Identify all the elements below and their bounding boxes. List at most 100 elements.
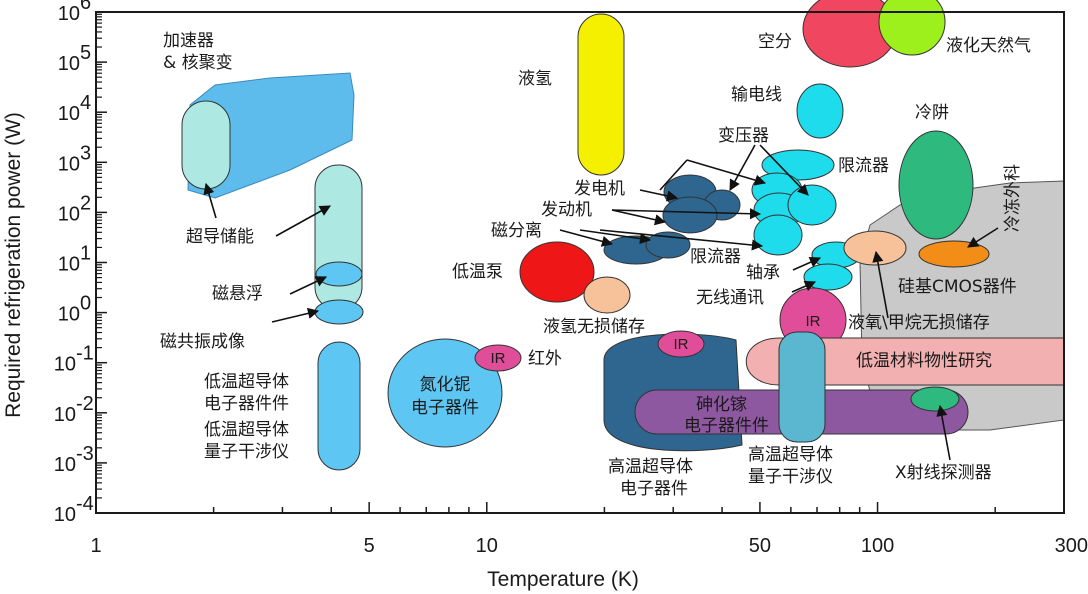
y-tick-exponent: 1	[80, 243, 91, 265]
ir-left	[474, 344, 522, 372]
cryopump-region	[519, 241, 595, 303]
y-tick-label: 10	[58, 53, 80, 75]
label-lts-electronics-2: 电子器件件	[204, 394, 289, 414]
label-magsep: 磁分离	[491, 221, 542, 241]
label-hts-electronics-2: 电子器件	[620, 479, 688, 499]
niobium-nitride-region	[387, 338, 503, 448]
label-power-line: 输电线	[731, 85, 782, 105]
lts-electronics-region	[317, 341, 361, 471]
cold-trap-region	[898, 130, 974, 240]
label-gaas: 砷化镓	[696, 395, 747, 415]
label-lng: 液化天然气	[946, 36, 1031, 56]
transformer-1	[761, 149, 835, 181]
arrow-motor-2	[611, 208, 762, 220]
y-tick-label: 10	[58, 153, 80, 175]
y-tick-exponent: -2	[76, 393, 94, 415]
label-nbn-2: 电子器件	[411, 398, 479, 418]
y-tick-label: 10	[54, 454, 76, 476]
arrow-fcl	[599, 229, 764, 251]
label-motor: 发动机	[541, 200, 592, 220]
label-maglev: 磁悬浮	[212, 284, 263, 304]
lh2-storage-region	[583, 276, 631, 314]
fcl-3	[787, 184, 837, 226]
label-accelerator-2: & 核聚变	[163, 53, 233, 73]
label-smes: 超导储能	[186, 227, 254, 247]
maglev-region	[314, 164, 363, 311]
label-lts-electronics: 低温超导体	[204, 372, 289, 392]
lng-region	[878, 0, 946, 56]
arrow-layer	[203, 144, 999, 461]
label-fcl-right: 限流器	[838, 156, 889, 176]
label-xray: X射线探测器	[895, 463, 992, 483]
arrow-maglev-inner	[289, 276, 328, 295]
label-lh2-storage: 液氢无损储存	[543, 317, 645, 337]
label-materials-research: 低温材料物性研究	[856, 351, 992, 371]
label-cryopump: 低温泵	[452, 262, 503, 282]
arrow-maglev	[275, 205, 331, 237]
label-transformer: 变压器	[718, 126, 769, 146]
x-tick-label: 1	[90, 535, 101, 557]
wireless-region	[803, 263, 853, 291]
arrow-cryosurgery	[967, 227, 999, 248]
y-tick-label: 10	[54, 404, 76, 426]
y-tick-label: 10	[58, 103, 80, 125]
arrow-generator-2	[659, 159, 688, 191]
y-tick-exponent: 2	[80, 192, 91, 214]
arrow-smes	[203, 182, 217, 219]
y-tick-label: 10	[58, 3, 80, 25]
label-nbn: 氮化铌	[420, 375, 471, 395]
y-tick-exponent: -4	[76, 493, 94, 515]
label-accelerator: 加速器	[163, 31, 214, 51]
arrow-mri	[271, 307, 320, 323]
label-hts-electronics: 高温超导体	[608, 457, 693, 477]
label-lh2: 液氢	[518, 69, 552, 89]
y-axis-title: Required refrigeration power (W)	[2, 112, 25, 418]
y-tick-label: 10	[58, 254, 80, 276]
label-hts-squid: 高温超导体	[748, 445, 833, 465]
label-generator: 发电机	[574, 179, 625, 199]
hts-squid-region	[778, 331, 826, 443]
y-tick-label: 10	[54, 354, 76, 376]
materials-research-region	[745, 337, 1065, 386]
arrow-generator-3	[686, 159, 767, 186]
xray-region	[910, 386, 960, 412]
power-line-region	[796, 83, 844, 139]
arrow-transformer-1	[729, 144, 756, 191]
ir-label-middle: IR	[674, 336, 689, 353]
y-tick-exponent: 6	[80, 0, 91, 14]
annotation-layer: 加速器 & 核聚变 超导储能 磁悬浮 磁共振成像 低温超导体 电子器件件 低温超…	[160, 31, 1031, 499]
smes-region	[181, 100, 231, 190]
x-axis: 1 5 10 50 100 300	[90, 502, 1088, 557]
label-cold-trap: 冷阱	[915, 103, 949, 123]
y-tick-exponent: -3	[76, 443, 94, 465]
label-mri: 磁共振成像	[160, 332, 245, 352]
label-gaas-2: 电子器件件	[684, 416, 769, 436]
maglev-inner	[315, 261, 363, 287]
ir-middle	[657, 330, 705, 358]
arrow-xray	[936, 404, 951, 461]
mri-region	[314, 299, 364, 325]
y-tick-label: 10	[58, 304, 80, 326]
x-tick-label: 300	[1055, 535, 1088, 557]
ir-label-left: IR	[491, 350, 506, 367]
label-bearing: 轴承	[746, 263, 780, 283]
region-layer	[181, 0, 1065, 471]
label-lts-squid-2: 量子干涉仪	[204, 442, 289, 462]
ir-label-right: IR	[806, 313, 821, 330]
y-tick-exponent: 5	[80, 42, 91, 64]
label-air-separation: 空分	[758, 32, 792, 52]
arrow-lo2	[872, 250, 889, 319]
label-lo2-storage: 液氧\甲烷无损储存	[848, 313, 990, 333]
arrow-generator-1	[639, 189, 679, 202]
y-tick-exponent: 0	[80, 293, 91, 315]
fcl-2	[753, 214, 803, 256]
arrow-magsep-1	[559, 229, 614, 247]
cmos-region	[918, 240, 990, 268]
lh2-region	[577, 13, 625, 176]
motor-1	[662, 196, 718, 234]
x-tick-label: 100	[861, 535, 894, 557]
x-tick-label: 5	[364, 535, 375, 557]
x-axis-title: Temperature (K)	[487, 568, 639, 591]
arrow-magsep-2	[579, 229, 652, 245]
